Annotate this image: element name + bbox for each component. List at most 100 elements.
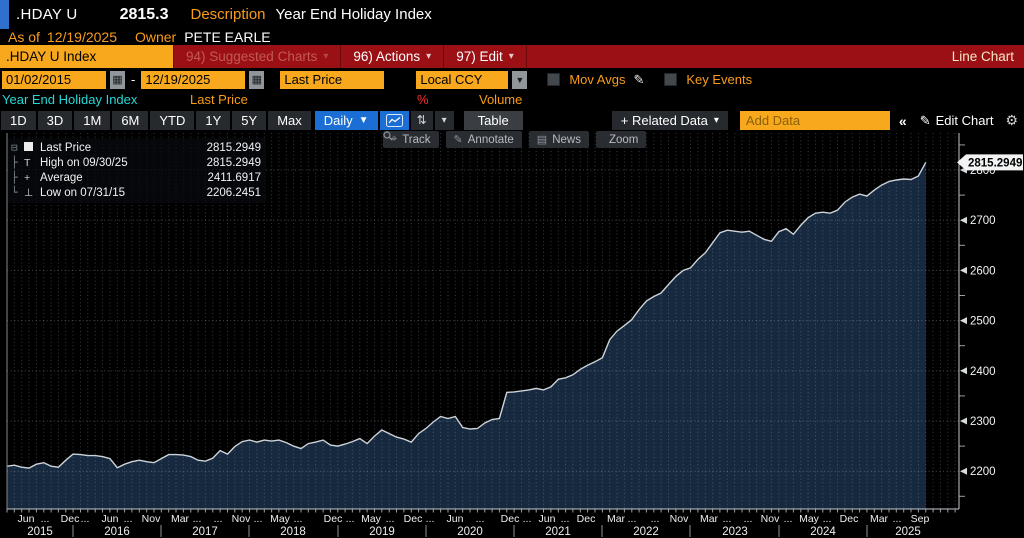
arrows-up-down-icon: ⇅	[416, 113, 427, 127]
svg-text:Jun: Jun	[539, 513, 556, 525]
menu-actions-label: 96) Actions	[353, 49, 421, 64]
legend-marker-icon: +	[24, 171, 31, 184]
calendar-icon[interactable]: ▦	[110, 70, 125, 89]
date-from-input[interactable]: 01/02/2015	[2, 70, 106, 89]
svg-text:2015: 2015	[27, 526, 53, 538]
annotate-icon: ✎	[453, 134, 463, 146]
mov-avgs-checkbox[interactable]	[547, 73, 561, 86]
svg-text:2022: 2022	[633, 526, 659, 538]
title-bar: .HDAY U 2815.3 Description Year End Holi…	[0, 0, 1024, 29]
svg-text:Mar: Mar	[870, 513, 889, 525]
chevron-down-icon: ▼	[358, 115, 369, 126]
chevron-down-icon: ▾	[713, 115, 719, 126]
price-field-select[interactable]: Last Price	[280, 70, 385, 89]
svg-text:2021: 2021	[545, 526, 571, 538]
svg-text:2600: 2600	[970, 265, 996, 277]
last-price-headline: 2815.3	[119, 5, 169, 23]
legend-row-0[interactable]: ⊟ Last Price 2815.2949	[11, 140, 261, 155]
svg-text:Dec: Dec	[577, 513, 596, 525]
svg-text:...: ...	[723, 513, 732, 525]
period-button-5y[interactable]: 5Y	[232, 111, 267, 130]
svg-text:2017: 2017	[192, 526, 218, 538]
period-button-max[interactable]: Max	[268, 111, 311, 130]
svg-text:Jun: Jun	[102, 513, 119, 525]
svg-text:...: ...	[346, 513, 355, 525]
svg-text:Nov: Nov	[142, 513, 161, 525]
legend-value: 2815.2949	[206, 141, 261, 154]
period-button-1m[interactable]: 1M	[74, 111, 111, 130]
legend-label: High on 09/30/25	[40, 156, 128, 169]
security-description: Year End Holiday Index	[275, 6, 432, 23]
svg-text:2815.2949: 2815.2949	[968, 157, 1022, 169]
legend-marker-icon: T	[24, 156, 31, 169]
legend-row-1[interactable]: ├ T High on 09/30/25 2815.2949	[11, 155, 261, 170]
compare-axes-button[interactable]: ⇅	[410, 111, 433, 130]
related-data-button[interactable]: + Related Data ▾	[611, 111, 728, 130]
chart-tool-label: Annotate	[467, 133, 514, 146]
collapse-panel-button[interactable]: «	[898, 112, 907, 129]
svg-text:2019: 2019	[369, 526, 395, 538]
legend-tree-icon: └	[11, 186, 18, 199]
svg-text:Jun: Jun	[18, 513, 35, 525]
period-button-1d[interactable]: 1D	[1, 111, 36, 130]
volume-label: Volume	[479, 92, 523, 107]
asof-date: 12/19/2025	[46, 29, 117, 45]
svg-text:...: ...	[294, 513, 303, 525]
period-button-6m[interactable]: 6M	[112, 111, 149, 130]
line-chart-icon	[385, 114, 403, 127]
svg-text:...: ...	[651, 513, 660, 525]
legend-label: Average	[40, 171, 83, 184]
menu-actions[interactable]: 96) Actions ▾	[340, 45, 445, 68]
svg-text:Mar: Mar	[700, 513, 719, 525]
svg-text:2018: 2018	[280, 526, 306, 538]
svg-text:...: ...	[893, 513, 902, 525]
chart-type-dropdown[interactable]: ▾	[434, 111, 454, 130]
key-events-checkbox[interactable]	[664, 73, 678, 86]
frequency-select[interactable]: Daily ▼	[314, 111, 378, 130]
date-to-input[interactable]: 12/19/2025	[141, 70, 246, 89]
period-button-1y[interactable]: 1Y	[196, 111, 231, 130]
svg-text:...: ...	[386, 513, 395, 525]
menu-suggested-charts[interactable]: 94) Suggested Charts ▾	[173, 45, 342, 68]
series-row: Year End Holiday Index Last Price % Volu…	[0, 91, 1024, 110]
svg-text:...: ...	[628, 513, 637, 525]
legend-tree-icon: ├	[11, 171, 18, 184]
currency-select[interactable]: Local CCY	[416, 70, 509, 89]
frequency-value: Daily	[323, 113, 353, 128]
line-chart-type-button[interactable]	[379, 111, 409, 130]
pencil-icon[interactable]: ✎	[633, 71, 645, 87]
table-button[interactable]: Table	[463, 111, 523, 130]
legend-row-3[interactable]: └ ⊥ Low on 07/31/15 2206.2451	[11, 185, 261, 200]
chart-tool-track[interactable]: ⌖ Track	[383, 131, 439, 148]
period-button-3d[interactable]: 3D	[37, 111, 73, 130]
svg-text:...: ...	[193, 513, 202, 525]
svg-text:2400: 2400	[970, 366, 996, 378]
panel-grip[interactable]	[0, 0, 9, 29]
period-button-ytd[interactable]: YTD	[150, 111, 195, 130]
chevron-down-icon[interactable]: ▼	[512, 70, 528, 89]
edit-chart-button[interactable]: ✎ Edit Chart	[916, 113, 998, 129]
svg-text:...: ...	[81, 513, 90, 525]
chart-tool-news[interactable]: ▤ News	[528, 131, 589, 148]
add-data-input[interactable]: Add Data	[739, 111, 890, 130]
series-name[interactable]: Year End Holiday Index	[2, 92, 138, 107]
security-tab[interactable]: .HDAY U Index	[0, 45, 174, 68]
svg-text:2023: 2023	[722, 526, 748, 538]
chart-panel: 2200 2300 2400 2500 2600 2700 2800 Jun... Dec...…	[0, 131, 1024, 538]
svg-text:...: ...	[41, 513, 50, 525]
calendar-icon[interactable]: ▦	[249, 70, 265, 89]
chart-tool-annotate[interactable]: ✎ Annotate	[445, 131, 522, 148]
gear-icon[interactable]: ⚙	[1005, 112, 1018, 128]
menu-edit[interactable]: 97) Edit ▾	[443, 45, 527, 68]
svg-text:Jun: Jun	[447, 513, 464, 525]
edit-chart-label: Edit Chart	[935, 113, 994, 128]
svg-text:Dec: Dec	[404, 513, 423, 525]
view-mode-label: Line Chart	[951, 49, 1014, 64]
legend-marker-icon: ⊥	[24, 186, 34, 199]
chart-tool-zoom[interactable]: Zoom	[383, 131, 647, 148]
chart-legend[interactable]: ⊟ Last Price 2815.2949 ├ T High on 09/30/25 28…	[8, 138, 266, 203]
percent-toggle[interactable]: %	[417, 92, 429, 107]
legend-row-2[interactable]: ├ + Average 2411.6917	[11, 170, 261, 185]
mov-avgs-label: Mov Avgs	[569, 72, 626, 87]
